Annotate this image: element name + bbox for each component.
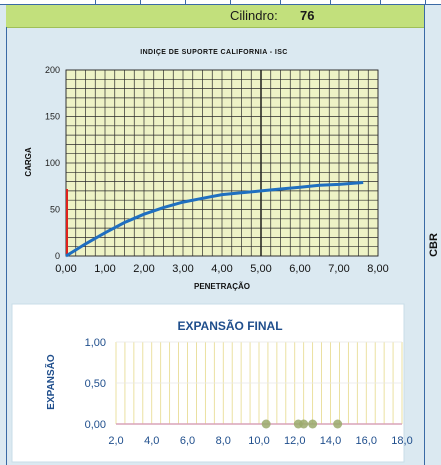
isc-x-tick-label: 8,00 (367, 263, 388, 275)
isc-y-tick-label: 200 (45, 65, 60, 75)
isc-y-tick-label: 150 (45, 112, 60, 122)
isc-x-ticks: 0,00 1,00 2,00 3,00 4,00 5,00 6,00 7,00 8,00 (55, 263, 388, 275)
isc-y-ticks: 0 50 100 150 200 (45, 65, 60, 261)
cilindro-value: 76 (300, 8, 315, 23)
expansion-y-ticks: 0,00 0,50 1,00 (85, 337, 106, 431)
isc-x-axis-title: PENETRAÇÃO (194, 282, 250, 291)
isc-x-tick-label: 0,00 (55, 263, 76, 275)
isc-curve (65, 181, 364, 258)
isc-grid (65, 69, 379, 257)
expansion-y-tick-label: 0,50 (85, 378, 106, 390)
expansion-x-tick-label: 12,0 (284, 435, 305, 447)
expansion-x-tick-label: 4,0 (144, 435, 159, 447)
isc-chart-title: INDIÇE DE SUPORTE CALIFORNIA - ISC (140, 49, 288, 56)
cbr-label: CBR (428, 233, 440, 257)
expansion-x-tick-label: 10,0 (248, 435, 269, 447)
expansion-y-tick-label: 0,00 (85, 419, 106, 431)
isc-x-tick-label: 5,00 (250, 263, 271, 275)
isc-x-tick-label: 6,00 (289, 263, 310, 275)
expansion-chart-title: EXPANSÃO FINAL (177, 318, 282, 333)
isc-x-tick-label: 4,00 (211, 263, 232, 275)
isc-x-tick-label: 3,00 (172, 263, 193, 275)
expansion-point (308, 419, 318, 429)
isc-x-tick-label: 7,00 (328, 263, 349, 275)
expansion-x-tick-label: 8,0 (216, 435, 231, 447)
isc-x-tick-label: 1,00 (94, 263, 115, 275)
expansion-x-tick-label: 6,0 (180, 435, 195, 447)
isc-x-tick-label: 2,00 (133, 263, 154, 275)
isc-y-tick-label: 0 (55, 251, 60, 261)
expansion-point (333, 419, 343, 429)
cilindro-label: Cilindro: (230, 8, 278, 23)
expansion-grid (115, 341, 403, 425)
expansion-point (261, 419, 271, 429)
right-frame-line (424, 5, 425, 465)
isc-y-axis-title: CARGA (24, 147, 33, 177)
expansion-x-tick-label: 14,0 (320, 435, 341, 447)
expansion-point (299, 419, 309, 429)
expansion-points (261, 419, 343, 429)
top-cell-strip (0, 0, 441, 5)
expansion-x-tick-label: 18,0 (391, 435, 412, 447)
expansion-y-axis-title: EXPANSÃO (44, 354, 57, 410)
expansion-y-tick-label: 1,00 (85, 337, 106, 349)
expansion-x-ticks: 2,0 4,0 6,0 8,0 10,0 12,0 14,0 16,0 18,0 (108, 435, 412, 447)
isc-y-tick-label: 100 (45, 158, 60, 168)
cilindro-header-bar (6, 5, 424, 28)
left-frame-line (6, 27, 7, 465)
isc-y-tick-label: 50 (50, 205, 60, 215)
expansion-x-tick-label: 16,0 (356, 435, 377, 447)
expansion-x-tick-label: 2,0 (108, 435, 123, 447)
